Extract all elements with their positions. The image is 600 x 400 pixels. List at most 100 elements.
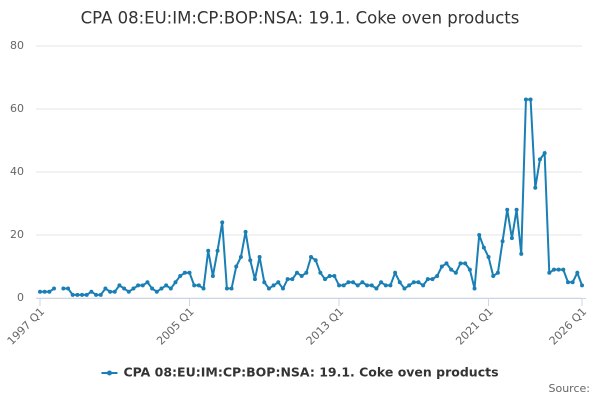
point xyxy=(145,280,150,285)
point xyxy=(477,233,482,237)
x-tick-label: 2026 Q1 xyxy=(547,305,590,348)
point xyxy=(112,289,117,294)
point xyxy=(178,273,183,278)
point xyxy=(94,292,99,297)
point xyxy=(304,270,309,275)
point xyxy=(575,270,580,275)
y-tick-label: 0 xyxy=(17,291,24,304)
point xyxy=(220,220,225,225)
y-tick-label: 80 xyxy=(10,39,24,52)
point xyxy=(491,273,496,278)
point xyxy=(285,277,290,282)
point xyxy=(519,251,524,256)
point xyxy=(80,292,85,297)
point xyxy=(467,267,472,272)
point xyxy=(98,292,103,297)
point xyxy=(187,270,192,275)
point xyxy=(463,261,468,266)
point xyxy=(425,277,430,282)
point xyxy=(126,289,131,294)
point xyxy=(453,270,458,275)
point xyxy=(435,273,440,278)
point xyxy=(238,255,243,260)
point xyxy=(514,207,519,212)
point xyxy=(341,283,346,288)
point xyxy=(444,261,449,266)
point xyxy=(131,286,136,291)
point xyxy=(551,267,556,272)
point xyxy=(523,97,528,102)
y-tick-label: 60 xyxy=(10,102,24,115)
point xyxy=(122,286,127,291)
point xyxy=(294,270,299,275)
point xyxy=(346,280,351,285)
point xyxy=(570,280,575,285)
point xyxy=(407,283,412,288)
chart-title: CPA 08:EU:IM:CP:BOP:NSA: 19.1. Coke oven… xyxy=(81,9,520,28)
point xyxy=(52,286,57,291)
point xyxy=(164,283,169,288)
point xyxy=(561,267,566,272)
point xyxy=(472,286,477,291)
y-tick-label: 20 xyxy=(10,228,24,241)
point xyxy=(210,273,215,278)
point xyxy=(224,286,229,291)
point xyxy=(66,286,71,291)
point xyxy=(234,264,239,269)
point xyxy=(192,283,197,288)
point xyxy=(383,283,388,288)
point xyxy=(332,273,337,278)
point xyxy=(262,280,267,285)
point xyxy=(486,255,491,260)
point xyxy=(556,267,561,272)
source: Source: xyxy=(549,382,591,395)
point xyxy=(182,270,187,275)
point xyxy=(140,283,145,288)
point xyxy=(290,277,295,282)
point xyxy=(355,283,360,288)
point xyxy=(38,289,42,294)
point xyxy=(248,258,253,263)
point xyxy=(393,270,398,275)
point xyxy=(439,264,444,269)
point xyxy=(397,280,402,285)
point xyxy=(327,273,332,278)
point xyxy=(374,286,379,291)
legend-marker xyxy=(106,370,112,376)
point xyxy=(257,255,262,260)
point xyxy=(173,280,178,285)
point xyxy=(509,236,514,241)
point xyxy=(313,258,318,263)
x-tick-label: 2021 Q1 xyxy=(453,305,496,348)
point xyxy=(402,286,407,291)
point xyxy=(369,283,374,288)
point xyxy=(229,286,234,291)
point xyxy=(117,283,122,288)
point xyxy=(533,185,538,190)
point xyxy=(379,280,384,285)
point xyxy=(89,289,94,294)
point xyxy=(542,151,547,156)
point xyxy=(159,286,164,291)
point xyxy=(136,283,141,288)
point xyxy=(365,283,370,288)
point xyxy=(42,289,47,294)
point xyxy=(201,286,206,291)
point xyxy=(430,277,435,282)
point xyxy=(150,286,155,291)
point xyxy=(103,286,108,291)
point xyxy=(280,286,285,291)
point xyxy=(243,229,248,234)
point xyxy=(309,255,313,260)
point xyxy=(206,248,211,253)
point xyxy=(528,97,533,102)
point xyxy=(505,207,510,212)
line xyxy=(40,98,583,296)
point xyxy=(75,292,80,297)
legend-label: CPA 08:EU:IM:CP:BOP:NSA: 19.1. Coke oven… xyxy=(123,365,498,380)
point xyxy=(351,280,356,285)
point xyxy=(61,286,66,291)
point xyxy=(84,292,89,297)
point xyxy=(299,273,304,278)
